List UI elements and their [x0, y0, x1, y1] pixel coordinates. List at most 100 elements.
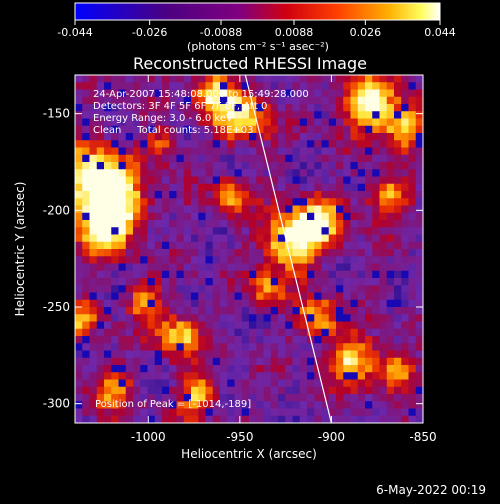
- heatmap-cell: [401, 198, 409, 206]
- heatmap-cell: [198, 299, 206, 308]
- heatmap-cell: [111, 212, 119, 221]
- heatmap-cell: [183, 104, 192, 112]
- heatmap-cell: [169, 350, 177, 359]
- footer-date: 6-May-2022 00:19: [376, 483, 486, 497]
- heatmap-cell: [205, 176, 214, 185]
- heatmap-cell: [372, 96, 380, 105]
- heatmap-cell: [125, 212, 134, 221]
- heatmap-cell: [314, 307, 322, 315]
- heatmap-cell: [415, 198, 423, 206]
- heatmap-cell: [75, 314, 83, 322]
- heatmap-cell: [212, 140, 221, 148]
- heatmap-cell: [191, 140, 199, 148]
- heatmap-cell: [82, 176, 90, 185]
- heatmap-cell: [328, 176, 337, 185]
- heatmap-cell: [343, 104, 351, 112]
- heatmap-cell: [147, 285, 156, 293]
- heatmap-cell: [379, 249, 388, 257]
- heatmap-cell: [343, 111, 351, 119]
- heatmap-cell: [299, 118, 308, 127]
- heatmap-cell: [336, 372, 344, 380]
- heatmap-cell: [234, 118, 243, 127]
- heatmap-cell: [212, 292, 221, 301]
- heatmap-cell: [118, 401, 127, 409]
- heatmap-cell: [307, 415, 315, 423]
- heatmap-cell: [191, 314, 199, 322]
- heatmap-cell: [176, 314, 185, 322]
- heatmap-cell: [379, 75, 388, 83]
- heatmap-cell: [379, 162, 388, 170]
- heatmap-cell: [220, 140, 228, 148]
- heatmap-cell: [111, 401, 119, 409]
- heatmap-cell: [162, 183, 170, 192]
- heatmap-cell: [169, 169, 177, 177]
- heatmap-cell: [140, 278, 148, 286]
- heatmap-cell: [133, 321, 141, 330]
- heatmap-cell: [379, 241, 388, 250]
- heatmap-cell: [205, 234, 214, 243]
- heatmap-cell: [205, 133, 214, 141]
- heatmap-cell: [372, 270, 380, 279]
- heatmap-cell: [343, 75, 351, 83]
- heatmap-cell: [379, 357, 388, 366]
- heatmap-cell: [292, 379, 301, 388]
- heatmap-cell: [401, 365, 409, 373]
- heatmap-cell: [111, 125, 119, 134]
- heatmap-cell: [241, 415, 250, 423]
- heatmap-cell: [89, 234, 98, 243]
- heatmap-cell: [415, 104, 423, 112]
- heatmap-cell: [104, 162, 112, 170]
- heatmap-cell: [278, 408, 286, 417]
- heatmap-cell: [104, 307, 112, 315]
- heatmap-cell: [263, 220, 272, 228]
- heatmap-cell: [256, 176, 264, 185]
- heatmap-cell: [125, 234, 134, 243]
- heatmap-cell: [299, 336, 308, 344]
- heatmap-cell: [408, 314, 417, 322]
- heatmap-cell: [140, 350, 148, 359]
- heatmap-cell: [220, 314, 228, 322]
- heatmap-cell: [191, 249, 199, 257]
- heatmap-cell: [314, 270, 322, 279]
- heatmap-cell: [183, 183, 192, 192]
- heatmap-cell: [408, 140, 417, 148]
- heatmap-cell: [162, 379, 170, 388]
- heatmap-cell: [285, 183, 293, 192]
- heatmap-cell: [314, 191, 322, 199]
- heatmap-cell: [401, 292, 409, 301]
- heatmap-cell: [191, 183, 199, 192]
- heatmap-cell: [314, 82, 322, 90]
- heatmap-cell: [89, 169, 98, 177]
- heatmap-cell: [408, 415, 417, 423]
- heatmap-cell: [386, 408, 395, 417]
- heatmap-cell: [408, 220, 417, 228]
- heatmap-cell: [379, 104, 388, 112]
- heatmap-cell: [350, 394, 359, 402]
- heatmap-cell: [365, 169, 373, 177]
- heatmap-cell: [191, 241, 199, 250]
- heatmap-cell: [357, 205, 366, 214]
- heatmap-cell: [169, 394, 177, 402]
- heatmap-cell: [270, 140, 279, 148]
- heatmap-cell: [104, 328, 112, 337]
- heatmap-cell: [147, 133, 156, 141]
- heatmap-cell: [82, 321, 90, 330]
- heatmap-cell: [104, 292, 112, 301]
- heatmap-cell: [183, 263, 192, 272]
- heatmap-cell: [183, 162, 192, 170]
- heatmap-cell: [357, 154, 366, 163]
- heatmap-cell: [256, 198, 264, 206]
- heatmap-cell: [191, 118, 199, 127]
- heatmap-cell: [285, 220, 293, 228]
- heatmap-cell: [104, 401, 112, 409]
- heatmap-cell: [415, 386, 423, 395]
- heatmap-cell: [183, 140, 192, 148]
- heatmap-cell: [307, 372, 315, 380]
- heatmap-cell: [212, 198, 221, 206]
- heatmap-cell: [314, 394, 322, 402]
- heatmap-cell: [270, 270, 279, 279]
- heatmap-cell: [75, 96, 83, 105]
- heatmap-cell: [263, 365, 272, 373]
- heatmap-cell: [336, 118, 344, 127]
- heatmap-cell: [350, 212, 359, 221]
